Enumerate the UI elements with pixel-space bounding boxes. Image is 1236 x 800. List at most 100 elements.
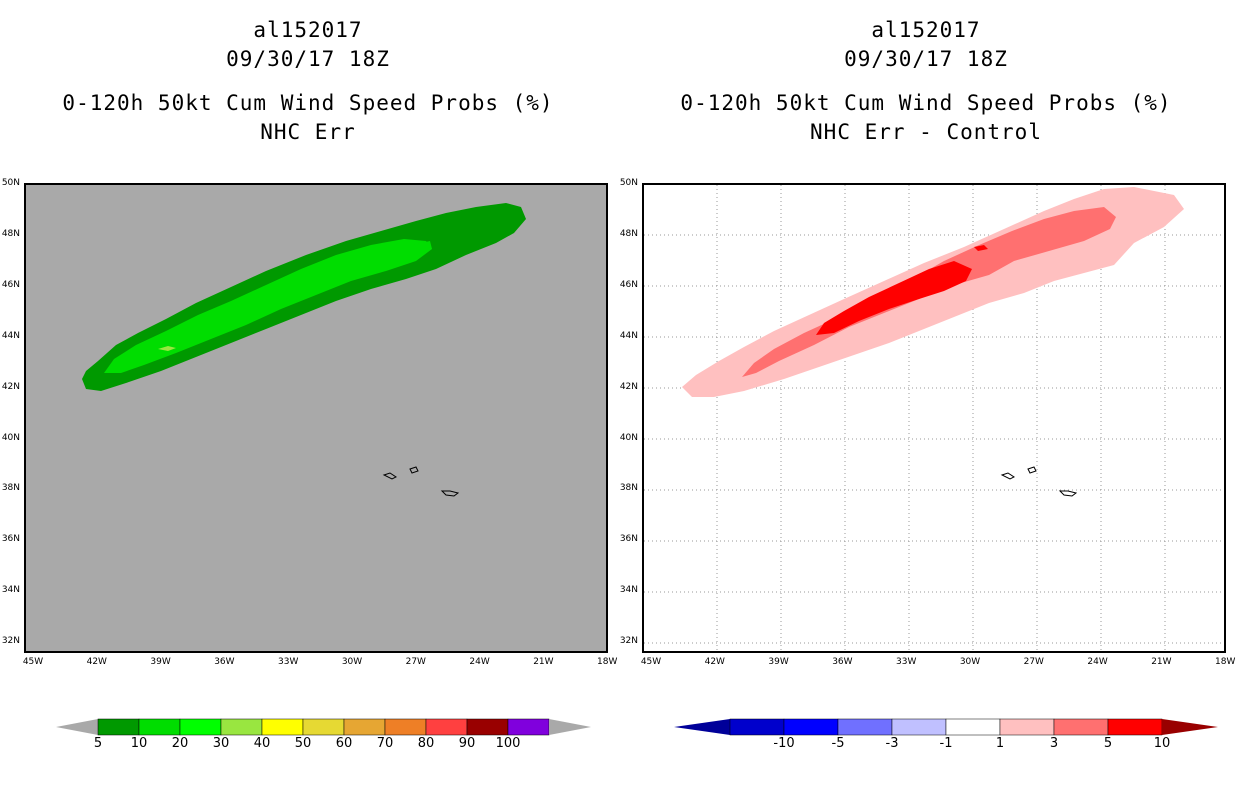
left-colorbar-label-0: 5 [93,736,103,751]
lat-label-38N: 38N [1,483,20,494]
left-map [24,183,608,653]
left-colorbar-swatch-0 [97,718,140,736]
island-3 [1058,490,1078,497]
right-diff-5-spot [974,245,988,251]
right-map [642,183,1226,653]
left-storm-id: al152017 [253,18,363,42]
right-product: 0-120h 50kt Cum Wind Speed Probs (%) [680,91,1172,115]
lat-label-40N: 40N [1,432,20,443]
right-colorbar-label-5: 3 [1049,736,1059,751]
right-colorbar-label-7: 10 [1153,736,1171,751]
lon-label-27W: 27W [405,657,426,667]
island-1 [382,472,397,480]
lon-label-24W: 24W [1087,657,1108,667]
right-colorbar-swatch-2 [837,718,893,736]
right-diff-5-region [816,261,972,335]
right-map-gridlines [644,185,1224,651]
lon-label-18W: 18W [1215,657,1236,667]
left-colorbar-label-8: 80 [417,736,435,751]
left-colorbar-swatch-6 [343,718,386,736]
left-colorbar [56,718,591,736]
lon-label-45W: 45W [22,657,44,667]
right-datetime: 09/30/17 18Z [844,47,1008,71]
lat-label-36N: 36N [1,534,20,545]
island-2 [1027,466,1037,474]
left-colorbar-swatch-9 [466,718,509,736]
lat-label-38N: 38N [619,483,638,494]
right-storm-id: al152017 [871,18,981,42]
island-3 [440,490,460,497]
left-panel-title: al152017 09/30/17 18Z 0-120h 50kt Cum Wi… [28,16,588,147]
lat-label-42N: 42N [1,381,20,392]
lon-label-45W: 45W [640,657,662,667]
lat-label-42N: 42N [619,381,638,392]
left-colorbar-label-9: 90 [458,736,476,751]
lon-label-42W: 42W [86,657,107,667]
right-colorbar-label-1: -5 [831,736,845,751]
left-colorbar-swatch-4 [261,718,304,736]
left-prob-20-spot [158,346,176,351]
left-product: 0-120h 50kt Cum Wind Speed Probs (%) [62,91,554,115]
left-colorbar-high-arrow [549,719,591,735]
left-subtitle: NHC Err [260,120,356,144]
right-panel-title: al152017 09/30/17 18Z 0-120h 50kt Cum Wi… [646,16,1206,147]
right-colorbar-label-6: 5 [1103,736,1113,751]
lat-label-44N: 44N [1,330,20,341]
lon-label-33W: 33W [896,657,917,667]
lon-label-24W: 24W [469,657,490,667]
lat-label-44N: 44N [619,330,638,341]
left-colorbar-label-2: 20 [171,736,189,751]
lat-label-32N: 32N [1,636,20,647]
lat-label-34N: 34N [619,585,638,596]
left-colorbar-label-5: 50 [294,736,312,751]
left-colorbar-label-10: 100 [495,736,521,751]
right-colorbar [674,718,1218,736]
island-1 [1000,472,1015,480]
lat-label-46N: 46N [619,279,638,290]
left-colorbar-swatch-8 [425,718,468,736]
left-datetime: 09/30/17 18Z [226,47,390,71]
right-colorbar-swatch-5 [999,718,1055,736]
right-map-background [644,185,1224,651]
right-colorbar-high-arrow [1162,719,1218,735]
lat-label-34N: 34N [1,585,20,596]
lat-label-48N: 48N [1,228,20,239]
lat-label-36N: 36N [619,534,638,545]
lat-label-48N: 48N [619,228,638,239]
lat-label-50N: 50N [619,178,638,188]
right-colorbar-label-2: -3 [885,736,899,751]
left-colorbar-swatch-1 [138,718,181,736]
island-2 [409,466,419,474]
left-prob-10-region [104,239,432,373]
lat-label-32N: 32N [619,636,638,647]
left-colorbar-swatch-5 [302,718,345,736]
lon-label-30W: 30W [959,657,981,667]
left-map-canvas [26,185,606,651]
lat-label-50N: 50N [1,178,20,188]
lat-label-46N: 46N [1,279,20,290]
left-colorbar-label-4: 40 [253,736,271,751]
lon-label-18W: 18W [597,657,618,667]
left-colorbar-low-arrow [56,719,98,735]
right-colorbar-label-3: -1 [939,736,953,751]
right-map-canvas [644,185,1224,651]
right-colorbar-swatch-1 [783,718,839,736]
left-colorbar-swatch-3 [220,718,263,736]
right-colorbar-low-arrow [674,719,730,735]
right-subtitle: NHC Err - Control [810,120,1042,144]
lon-label-39W: 39W [768,657,789,667]
right-colorbar-label-4: 1 [995,736,1005,751]
left-colorbar-label-7: 70 [376,736,394,751]
left-colorbar-swatch-2 [179,718,222,736]
lon-label-30W: 30W [341,657,363,667]
right-colorbar-swatch-3 [891,718,947,736]
lon-label-42W: 42W [704,657,725,667]
lon-label-36W: 36W [832,657,853,667]
lon-label-36W: 36W [214,657,235,667]
left-colorbar-swatch-7 [384,718,427,736]
right-colorbar-swatch-0 [729,718,785,736]
left-colorbar-swatch-10 [507,718,550,736]
right-colorbar-swatch-4 [945,718,1001,736]
lon-label-39W: 39W [150,657,171,667]
lat-label-40N: 40N [619,432,638,443]
